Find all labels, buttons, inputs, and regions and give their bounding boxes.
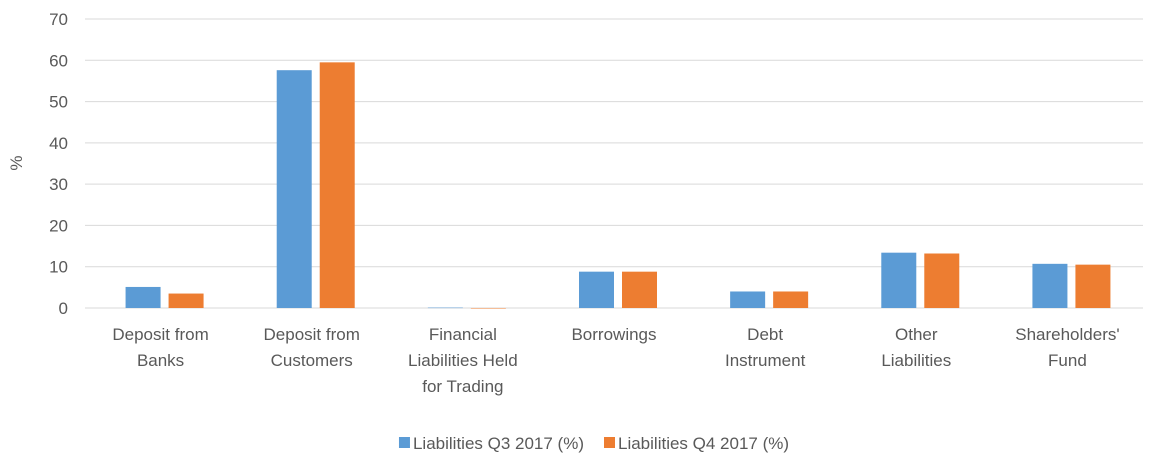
bar bbox=[168, 293, 204, 308]
x-tick-label: Financial Liabilities Held for Trading bbox=[408, 325, 518, 396]
bar bbox=[1032, 263, 1068, 308]
y-tick-label: 70 bbox=[49, 10, 68, 29]
bar bbox=[881, 252, 917, 308]
bar bbox=[319, 62, 355, 308]
bar bbox=[924, 253, 960, 308]
legend-label: Liabilities Q4 2017 (%) bbox=[618, 434, 789, 453]
bar bbox=[730, 291, 766, 308]
x-tick-label: Deposit from Customers bbox=[264, 325, 360, 370]
y-tick-label: 60 bbox=[49, 51, 68, 70]
bar bbox=[470, 308, 506, 309]
bar bbox=[276, 70, 312, 309]
x-tick-label: Shareholders' Fund bbox=[1015, 325, 1119, 370]
y-tick-label: 50 bbox=[49, 93, 68, 112]
legend-label: Liabilities Q3 2017 (%) bbox=[413, 434, 584, 453]
x-tick-label: Other Liabilities bbox=[881, 325, 951, 370]
y-tick-label: 10 bbox=[49, 258, 68, 277]
x-tick-label: Borrowings bbox=[571, 325, 656, 344]
legend-swatch bbox=[398, 437, 410, 448]
bar bbox=[579, 271, 614, 308]
y-axis-label: % bbox=[7, 155, 26, 170]
bar bbox=[622, 271, 657, 308]
bar bbox=[1075, 264, 1111, 308]
y-tick-label: 30 bbox=[49, 175, 68, 194]
x-tick-label: Deposit from Banks bbox=[112, 325, 208, 370]
legend-swatch bbox=[604, 437, 615, 448]
y-tick-label: 20 bbox=[49, 216, 68, 235]
bar bbox=[773, 291, 809, 308]
bar bbox=[427, 307, 463, 309]
bar bbox=[125, 286, 161, 308]
x-tick-label: Debt Instrument bbox=[725, 325, 806, 370]
y-tick-label: 0 bbox=[59, 299, 68, 318]
y-tick-label: 40 bbox=[49, 134, 68, 153]
